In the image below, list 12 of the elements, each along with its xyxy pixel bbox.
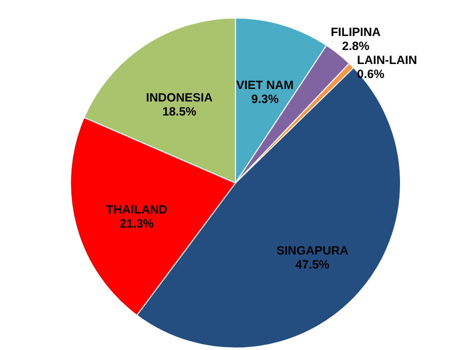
slice-label: VIET NAM — [236, 78, 294, 92]
data-label: 9.3% — [251, 92, 279, 106]
slice-label: THAILAND — [106, 202, 168, 216]
data-label: 0.6% — [357, 66, 385, 81]
data-label: 2.8% — [342, 39, 370, 53]
slice-label: FILIPINA — [330, 25, 382, 39]
slice-label: LAIN-LAIN — [357, 52, 418, 67]
slice-label: INDONESIA — [146, 90, 213, 104]
slice-label: SINGAPURA — [276, 243, 349, 258]
data-label: 18.5% — [162, 104, 197, 118]
data-label: 21.3% — [120, 216, 154, 230]
data-label: 47.5% — [295, 257, 330, 272]
